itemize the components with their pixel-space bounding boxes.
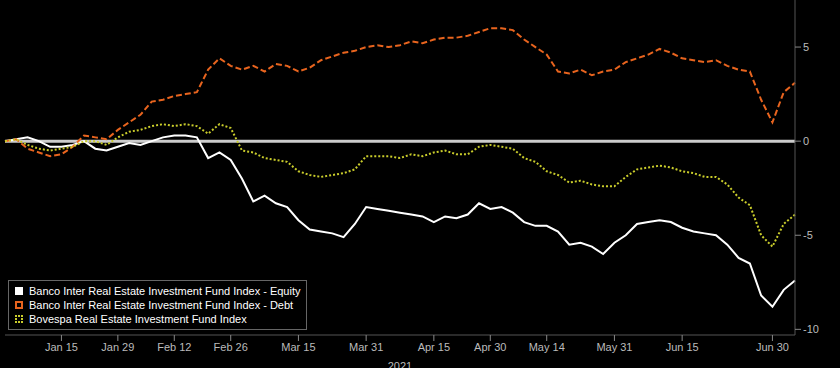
svg-text:-5: -5 — [803, 229, 813, 241]
svg-text:Jun 30: Jun 30 — [756, 341, 789, 353]
svg-text:5: 5 — [803, 41, 809, 53]
svg-text:Jan 29: Jan 29 — [101, 341, 134, 353]
svg-text:-10: -10 — [803, 323, 819, 335]
svg-text:Jan 15: Jan 15 — [45, 341, 78, 353]
svg-text:Mar 15: Mar 15 — [281, 341, 315, 353]
html-text:Bovespa Real Estate Investment: Bovespa Real Estate Investment Fund Inde… — [29, 313, 247, 325]
svg-text:0: 0 — [803, 135, 809, 147]
svg-text:Feb 12: Feb 12 — [157, 341, 191, 353]
svg-text:May 31: May 31 — [596, 341, 632, 353]
svg-text:Apr 15: Apr 15 — [418, 341, 450, 353]
svg-text:Apr 30: Apr 30 — [474, 341, 506, 353]
svg-text:Mar 31: Mar 31 — [349, 341, 383, 353]
svg-text:2021: 2021 — [388, 360, 412, 368]
html-text:Banco Inter Real Estate Invest: Banco Inter Real Estate Investment Fund … — [29, 285, 301, 297]
svg-text:Jun 15: Jun 15 — [666, 341, 699, 353]
svg-text:May 14: May 14 — [529, 341, 565, 353]
svg-text:Feb 26: Feb 26 — [214, 341, 248, 353]
html-text:Banco Inter Real Estate Invest: Banco Inter Real Estate Investment Fund … — [29, 299, 294, 311]
